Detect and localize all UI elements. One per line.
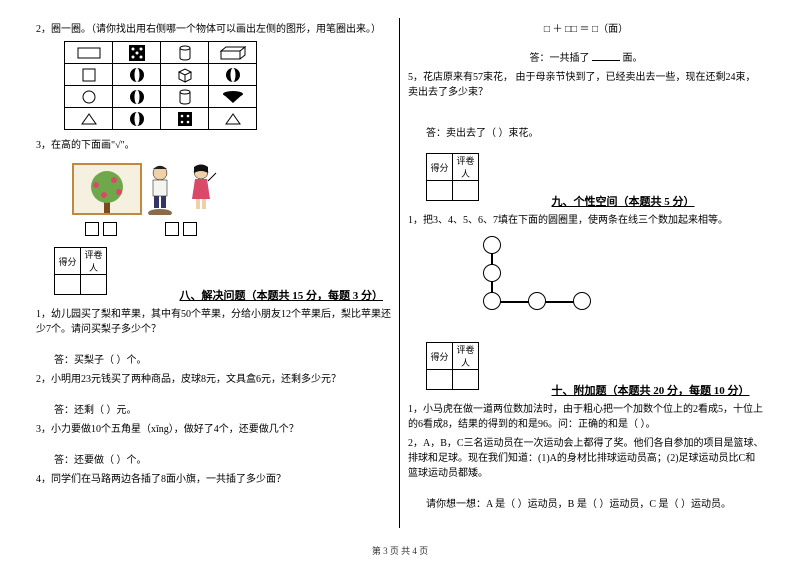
- s8q1-answer: 答：买梨子（ ）个。: [54, 353, 391, 368]
- score-cell[interactable]: [427, 181, 453, 201]
- s10q2a: 2，A，B，C三名运动员在一次运动会上都得了奖。他们各自参加的项目是篮球、排球和…: [408, 436, 764, 481]
- table-row: [65, 42, 257, 64]
- graph-node[interactable]: [483, 236, 501, 254]
- graph-node[interactable]: [483, 264, 501, 282]
- table-row: [65, 86, 257, 108]
- s10q1: 1，小马虎在做一道两位数加法时，由于粗心把一个加数个位上的2看成5，十位上的6看…: [408, 402, 764, 432]
- s8q3-answer: 答：还要做（ ）个。: [54, 453, 391, 468]
- cell-oval-b: [113, 108, 161, 130]
- score-head: 评卷人: [81, 248, 107, 275]
- score-head: 评卷人: [453, 154, 479, 181]
- checkbox-pair[interactable]: [133, 222, 229, 239]
- q3-pictures: [36, 157, 391, 239]
- s8q4: 4，同学们在马路两边各插了8面小旗，一共插了多少面？: [36, 472, 391, 487]
- score-head: 评卷人: [453, 343, 479, 370]
- pic-tree: [72, 163, 130, 239]
- score-head: 得分: [427, 154, 453, 181]
- score-head: 得分: [427, 343, 453, 370]
- cell-rect: [65, 42, 113, 64]
- shape-table: [64, 41, 257, 130]
- cell-cube: [161, 64, 209, 86]
- circle-graph: [468, 236, 608, 326]
- equation-line: □ ＋ □□ ＝ □（面）: [408, 22, 764, 37]
- cell-can2: [161, 86, 209, 108]
- s9q1: 1，把3、4、5、6、7填在下面的圆圈里，使两条在线三个数加起来相等。: [408, 213, 764, 228]
- q2-text: 2，圈一圈。（请你找出用右侧哪一个物体可以画出左侧的图形，用笔圈出来。）: [36, 22, 391, 37]
- page-footer: 第 3 页 共 4 页: [0, 544, 800, 557]
- page-columns: 2，圈一圈。（请你找出用右侧哪一个物体可以画出左侧的图形，用笔圈出来。）: [28, 18, 772, 528]
- score-cell[interactable]: [427, 370, 453, 390]
- graph-node[interactable]: [573, 292, 591, 310]
- right-column: □ ＋ □□ ＝ □（面） 答：一共插了 面。 5，花店原来有57束花， 由于母…: [400, 18, 772, 528]
- s8q5-answer: 答：卖出去了（ ）束花。: [426, 126, 764, 141]
- s8q3: 3，小力要做10个五角星（xīng），做好了4个，还要做几个？: [36, 422, 391, 437]
- score-cell[interactable]: [81, 275, 107, 295]
- section10-title: 十、附加题（本题共 20 分，每题 10 分）: [552, 382, 750, 398]
- section8-title: 八、解决问题（本题共 15 分，每题 3 分）: [180, 287, 384, 303]
- cell-box: [209, 42, 257, 64]
- cell-square: [65, 64, 113, 86]
- boy-icon: [141, 163, 179, 215]
- s8q2-answer: 答：还剩（ ）元。: [54, 403, 391, 418]
- cell-can: [161, 42, 209, 64]
- score-cell[interactable]: [453, 181, 479, 201]
- left-column: 2，圈一圈。（请你找出用右侧哪一个物体可以画出左侧的图形，用笔圈出来。）: [28, 18, 400, 528]
- s8q2: 2，小明用23元钱买了两种商品，皮球8元，文具盒6元，还剩多少元？: [36, 372, 391, 387]
- tree-icon: [74, 165, 142, 215]
- cell-dice2: [161, 108, 209, 130]
- eq-ans-unit: 面。: [623, 53, 643, 64]
- score-box: 得分 评卷人: [426, 342, 479, 390]
- girl-icon: [182, 163, 220, 215]
- s8q1: 1，幼儿园买了梨和苹果，其中有50个苹果，分给小朋友12个苹果后，梨比苹果还少7…: [36, 307, 391, 337]
- score-head: 得分: [55, 248, 81, 275]
- cell-oval-f: [209, 64, 257, 86]
- score-cell[interactable]: [55, 275, 81, 295]
- checkbox-pair[interactable]: [72, 222, 130, 239]
- score-cell[interactable]: [453, 370, 479, 390]
- pic-boy: [133, 163, 229, 239]
- blank-field[interactable]: [592, 51, 620, 61]
- q3-text: 3，在高的下面画"√"。: [36, 138, 391, 153]
- cell-oval-g: [113, 86, 161, 108]
- table-row: [65, 108, 257, 130]
- cell-oval-h: [113, 64, 161, 86]
- cell-dice: [113, 42, 161, 64]
- graph-node[interactable]: [528, 292, 546, 310]
- cell-triangle: [65, 108, 113, 130]
- score-box: 得分 评卷人: [54, 247, 107, 295]
- eq-answer: 答：一共插了 面。: [408, 51, 764, 66]
- cell-circle: [65, 86, 113, 108]
- table-row: [65, 64, 257, 86]
- s10q2b: 请你想一想：A 是（ ）运动员，B 是（ ）运动员，C 是（ ）运动员。: [426, 497, 764, 512]
- cell-cone: [209, 86, 257, 108]
- cell-tri2: [209, 108, 257, 130]
- s8q5: 5，花店原来有57束花， 由于母亲节快到了，已经卖出去一些，现在还剩24束，卖出…: [408, 70, 764, 100]
- score-box: 得分 评卷人: [426, 153, 479, 201]
- section9-title: 九、个性空间（本题共 5 分）: [552, 193, 695, 209]
- eq-ans-label: 答：一共插了: [530, 53, 590, 64]
- graph-node[interactable]: [483, 292, 501, 310]
